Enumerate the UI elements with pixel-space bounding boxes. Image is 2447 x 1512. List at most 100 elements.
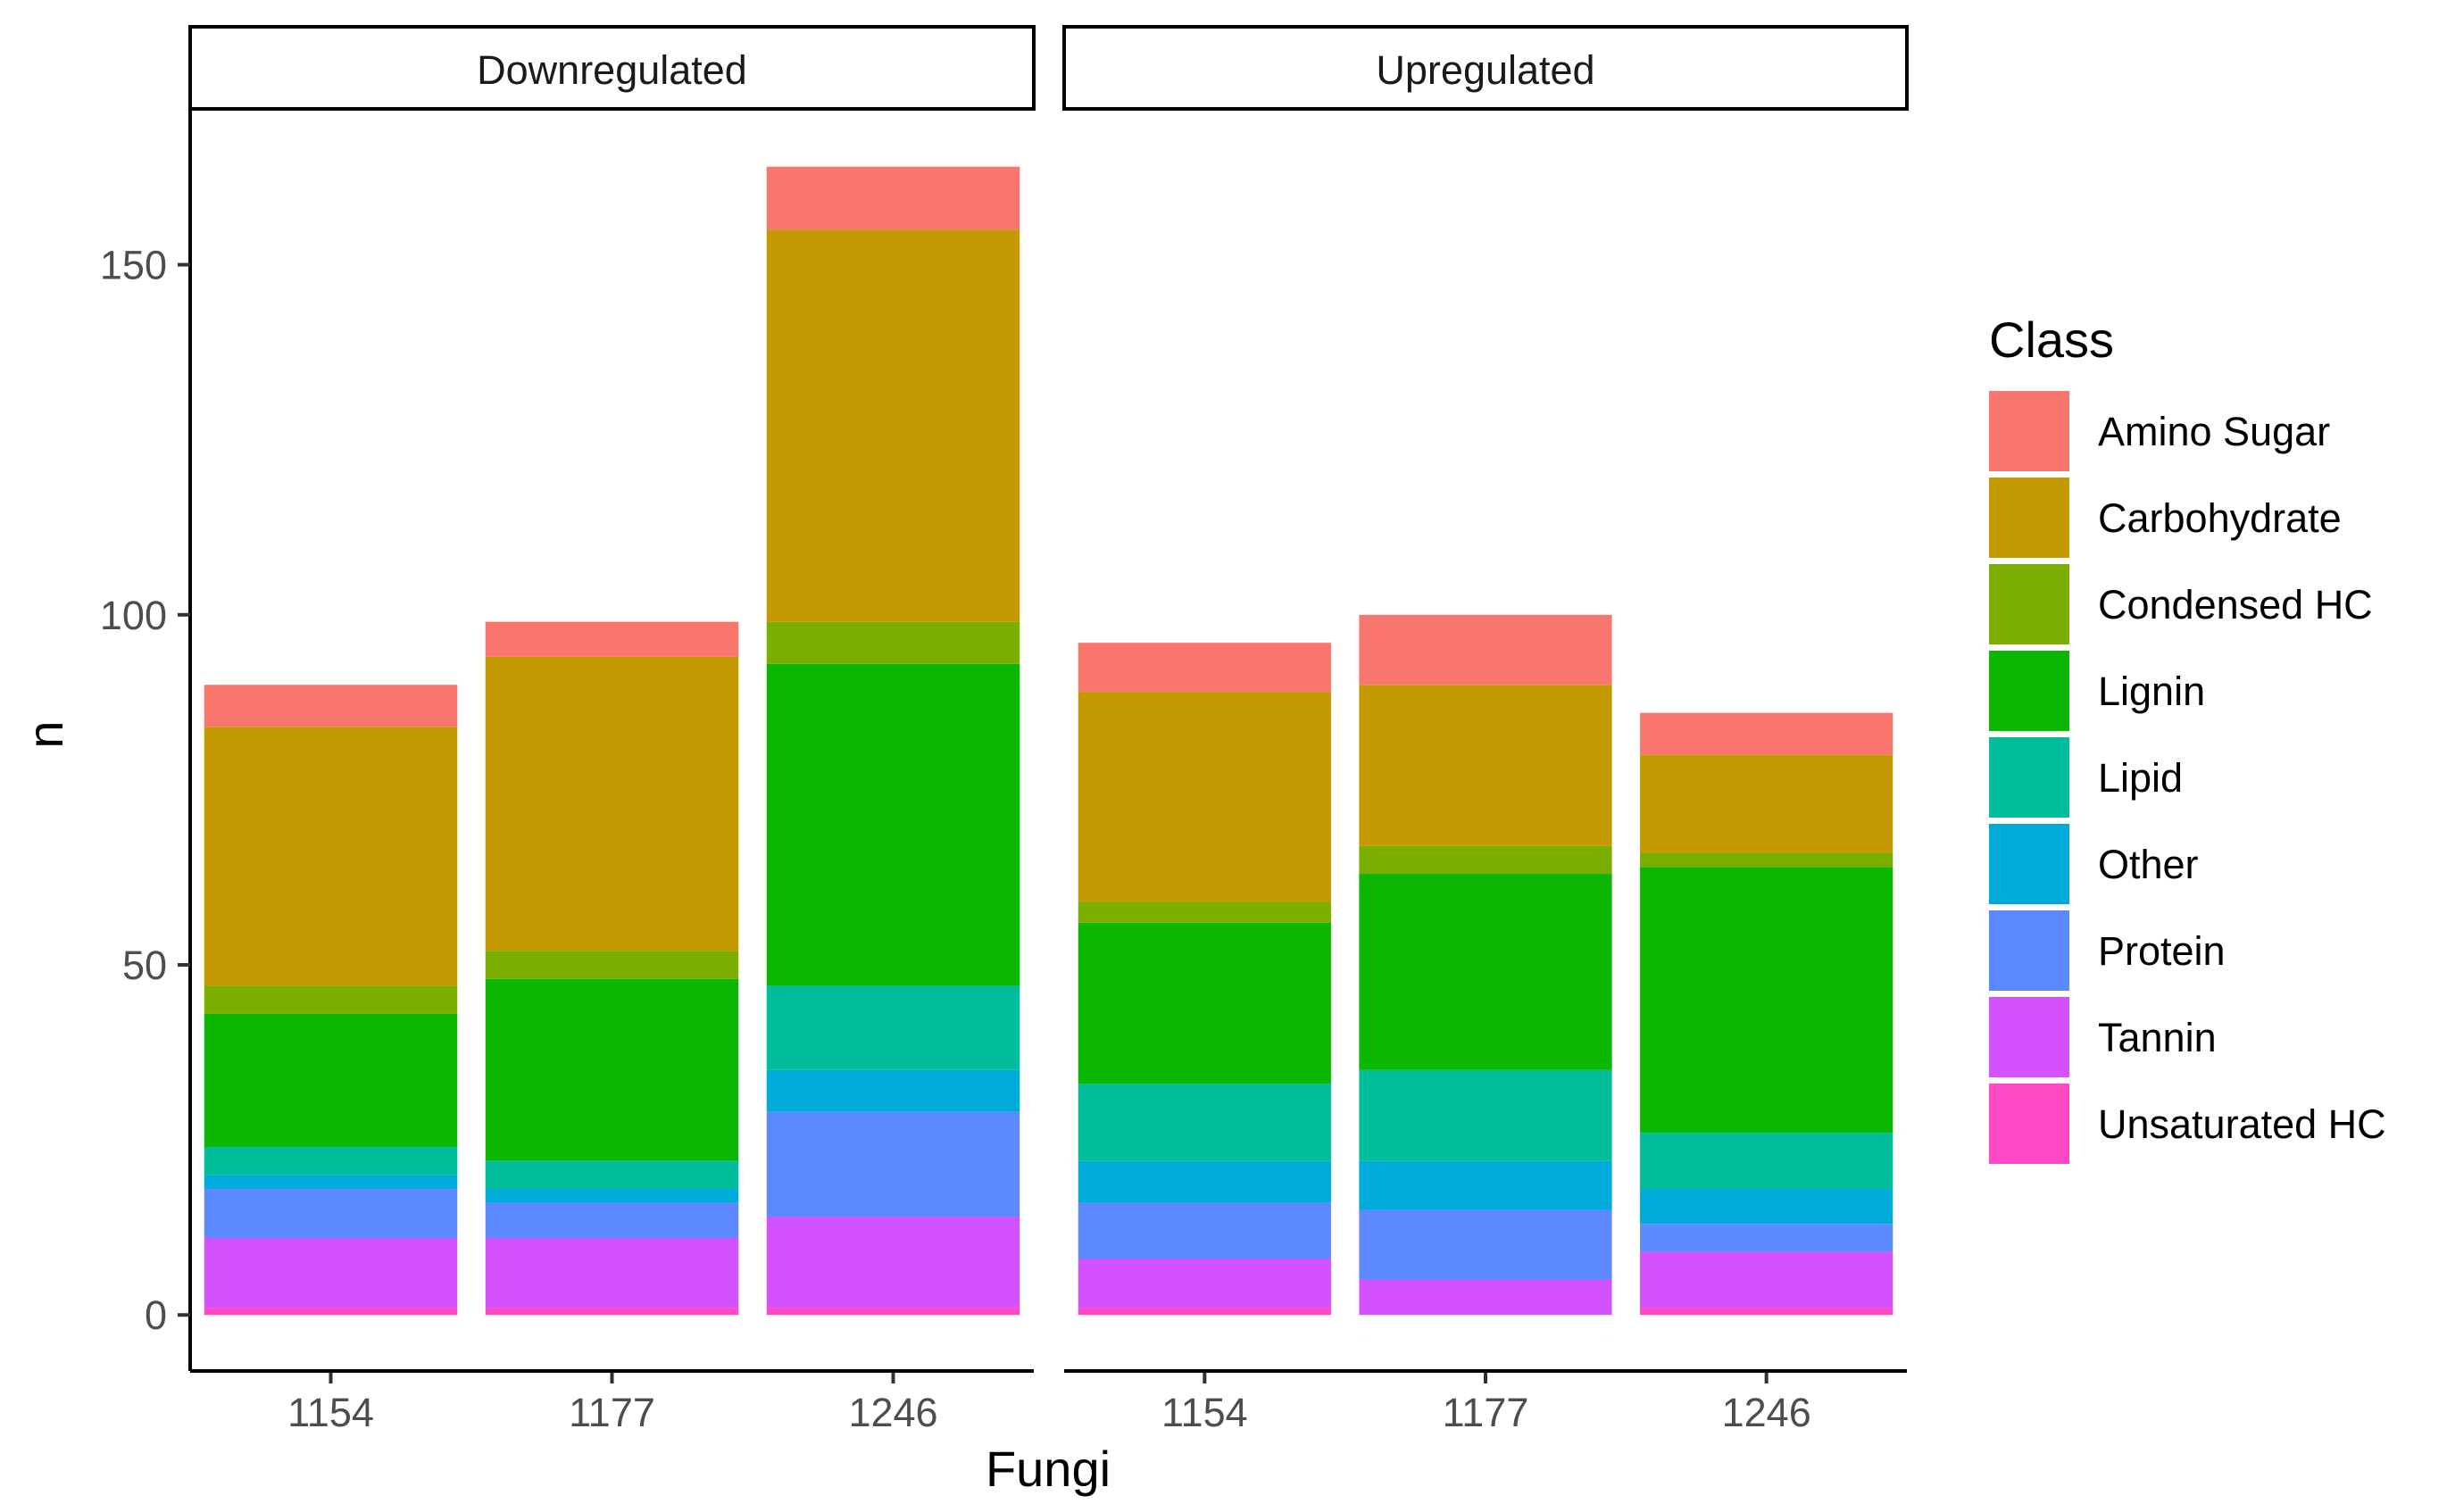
legend-item-condensed-hc: Condensed HC (1989, 564, 2373, 644)
legend-label-tannin: Tannin (2098, 1015, 2217, 1060)
bar-segment-upregulated-1177-other (1359, 1160, 1612, 1210)
legend-key-other (1989, 824, 2069, 904)
legend-key-unsaturated-hc (1989, 1084, 2069, 1164)
legend-item-other: Other (1989, 824, 2199, 904)
bar-segment-upregulated-1246-tannin (1640, 1251, 1894, 1308)
bar-segment-upregulated-1246-lignin (1640, 867, 1894, 1134)
bar-segment-downregulated-1154-condensed-hc (204, 985, 458, 1014)
bar-segment-downregulated-1246-tannin (766, 1217, 1020, 1308)
bar-segment-downregulated-1154-tannin (204, 1237, 458, 1308)
bar-segment-downregulated-1246-other (766, 1069, 1020, 1112)
bar-segment-upregulated-1154-lipid (1078, 1084, 1331, 1161)
legend-item-tannin: Tannin (1989, 997, 2217, 1077)
bar-segment-upregulated-1154-condensed-hc (1078, 901, 1331, 923)
y-axis-title: n (17, 720, 73, 748)
bar-segment-downregulated-1246-unsaturated-hc (766, 1308, 1020, 1316)
legend-key-carbohydrate (1989, 478, 2069, 558)
bar-segment-upregulated-1154-other (1078, 1160, 1331, 1203)
bar-segment-downregulated-1246-lignin (766, 663, 1020, 986)
bar-segment-downregulated-1246-lipid (766, 985, 1020, 1070)
bar-segment-downregulated-1154-other (204, 1175, 458, 1190)
bar-segment-downregulated-1154-unsaturated-hc (204, 1308, 458, 1316)
legend-key-lipid (1989, 737, 2069, 818)
bar-segment-downregulated-1177-tannin (485, 1237, 739, 1308)
bar-segment-upregulated-1246-condensed-hc (1640, 852, 1894, 868)
legend-item-lignin: Lignin (1989, 651, 2205, 731)
legend-label-protein: Protein (2098, 928, 2226, 974)
x-tick-label-upregulated-1177: 1177 (1443, 1390, 1529, 1435)
y-axis: 0 50 100 150 (100, 111, 192, 1371)
legend-title: Class (1989, 312, 2114, 368)
panel-downregulated: Downregulated 1154 1177 1246 (188, 25, 1036, 1435)
bar-segment-upregulated-1246-carbohydrate (1640, 754, 1894, 853)
legend-label-amino-sugar: Amino Sugar (2098, 409, 2330, 454)
bar-segment-upregulated-1246-protein (1640, 1224, 1894, 1252)
legend-label-unsaturated-hc: Unsaturated HC (2098, 1101, 2386, 1147)
legend-key-protein (1989, 910, 2069, 991)
y-tick-label-150: 150 (100, 243, 167, 288)
bar-segment-upregulated-1154-tannin (1078, 1259, 1331, 1308)
bar-segment-downregulated-1246-carbohydrate (766, 229, 1020, 622)
x-axis-title: Fungi (986, 1441, 1111, 1497)
bar-segment-upregulated-1177-amino-sugar (1359, 614, 1612, 685)
bar-segment-downregulated-1177-unsaturated-hc (485, 1308, 739, 1316)
bar-segment-downregulated-1177-protein (485, 1202, 739, 1238)
bar-segment-downregulated-1154-protein (204, 1189, 458, 1238)
facet-label-downregulated: Downregulated (477, 47, 747, 93)
y-tick-label-0: 0 (145, 1292, 167, 1338)
legend-key-tannin (1989, 997, 2069, 1077)
legend-item-amino-sugar: Amino Sugar (1989, 391, 2330, 471)
bar-segment-downregulated-1246-protein (766, 1111, 1020, 1217)
facet-strip-upregulated (1062, 25, 1909, 111)
bar-segment-downregulated-1246-amino-sugar (766, 166, 1020, 230)
bar-segment-downregulated-1154-amino-sugar (204, 685, 458, 727)
x-tick-label-upregulated-1246: 1246 (1722, 1390, 1811, 1435)
bar-segment-upregulated-1177-lignin (1359, 874, 1612, 1070)
legend-item-protein: Protein (1989, 910, 2226, 991)
x-tick-label-downregulated-1154: 1154 (287, 1390, 374, 1435)
legend-label-carbohydrate: Carbohydrate (2098, 495, 2342, 541)
bar-segment-downregulated-1177-lipid (485, 1160, 739, 1190)
x-tick-label-upregulated-1154: 1154 (1161, 1390, 1248, 1435)
legend-key-condensed-hc (1989, 564, 2069, 644)
bar-segment-upregulated-1154-lignin (1078, 922, 1331, 1084)
bar-segment-upregulated-1154-amino-sugar (1078, 643, 1331, 693)
bar-segment-upregulated-1246-other (1640, 1189, 1894, 1225)
bar-segment-downregulated-1177-carbohydrate (485, 656, 739, 951)
bar-segment-upregulated-1177-condensed-hc (1359, 845, 1612, 875)
bar-segment-downregulated-1154-lignin (204, 1013, 458, 1147)
y-tick-label-100: 100 (100, 593, 167, 638)
legend-key-lignin (1989, 651, 2069, 731)
legend-label-lipid: Lipid (2098, 755, 2183, 801)
facet-label-upregulated: Upregulated (1376, 47, 1594, 93)
legend-item-lipid: Lipid (1989, 737, 2183, 818)
legend-item-carbohydrate: Carbohydrate (1989, 478, 2342, 558)
bar-segment-upregulated-1246-unsaturated-hc (1640, 1308, 1894, 1316)
x-tick-label-downregulated-1177: 1177 (569, 1390, 655, 1435)
bar-segment-downregulated-1177-lignin (485, 978, 739, 1161)
bar-segment-upregulated-1154-carbohydrate (1078, 692, 1331, 902)
legend-item-unsaturated-hc: Unsaturated HC (1989, 1084, 2386, 1164)
legend-label-condensed-hc: Condensed HC (2098, 582, 2373, 627)
bar-segment-upregulated-1246-lipid (1640, 1133, 1894, 1190)
bar-segment-downregulated-1246-condensed-hc (766, 621, 1020, 664)
bar-segment-downregulated-1177-condensed-hc (485, 951, 739, 979)
bar-segment-downregulated-1177-other (485, 1189, 739, 1203)
y-tick-label-50: 50 (122, 943, 167, 988)
panel-upregulated: Upregulated 1154 1177 1246 (1062, 25, 1909, 1435)
legend-key-amino-sugar (1989, 391, 2069, 471)
bar-segment-upregulated-1154-protein (1078, 1202, 1331, 1259)
bar-segment-upregulated-1154-unsaturated-hc (1078, 1308, 1331, 1316)
facet-strip-downregulated (188, 25, 1036, 111)
legend-label-lignin: Lignin (2098, 669, 2205, 714)
panels-layer: Downregulated 1154 1177 1246 Upregulated 1154… (188, 25, 1909, 1435)
bar-segment-downregulated-1154-carbohydrate (204, 727, 458, 986)
bar-segment-upregulated-1177-lipid (1359, 1069, 1612, 1161)
bar-segment-upregulated-1246-amino-sugar (1640, 712, 1894, 755)
x-tick-label-downregulated-1246: 1246 (848, 1390, 937, 1435)
bar-segment-upregulated-1177-tannin (1359, 1280, 1612, 1316)
bar-segment-downregulated-1177-amino-sugar (485, 621, 739, 657)
legend: Class Amino Sugar Carbohydrate Condensed H… (1989, 312, 2386, 1164)
legend-label-other: Other (2098, 842, 2199, 887)
